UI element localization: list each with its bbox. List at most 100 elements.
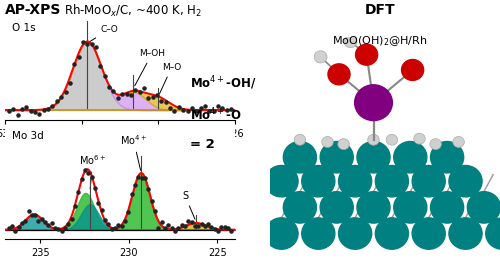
Point (164, 223, 172, 227)
Point (158, 98, 166, 103)
Circle shape (357, 192, 390, 223)
Point (208, 225, 216, 229)
Point (192, 109, 200, 113)
Point (114, 96, 122, 100)
Point (18, 221, 26, 225)
Point (41, 220, 49, 224)
Point (118, 92, 126, 96)
Point (218, 106, 226, 110)
Point (118, 224, 126, 228)
Point (211, 227, 219, 232)
Point (22, 105, 30, 109)
Point (71, 203, 79, 208)
Point (151, 209, 159, 213)
Point (51, 226, 59, 230)
Point (84, 42, 92, 47)
Text: Mo$^{6+}$: Mo$^{6+}$ (80, 153, 106, 189)
Circle shape (430, 192, 464, 223)
Point (210, 109, 218, 113)
Circle shape (394, 192, 427, 223)
Point (194, 224, 202, 228)
Point (74, 190, 82, 194)
Point (148, 95, 156, 99)
Point (11, 229, 19, 233)
Circle shape (314, 51, 327, 63)
Circle shape (294, 134, 306, 145)
Point (5, 109, 13, 113)
Point (161, 226, 169, 230)
Circle shape (430, 142, 464, 173)
Circle shape (414, 133, 425, 144)
Point (138, 176, 145, 180)
Point (184, 109, 192, 113)
Point (26, 109, 34, 113)
Text: Rh-MoO$_x$/C, ~400 K, H$_2$: Rh-MoO$_x$/C, ~400 K, H$_2$ (64, 3, 202, 19)
Point (62, 90, 70, 94)
Circle shape (338, 139, 349, 149)
Point (79, 40, 87, 44)
Point (31, 213, 39, 217)
Circle shape (449, 165, 482, 197)
Circle shape (453, 136, 464, 147)
Point (44, 223, 52, 227)
Point (88, 175, 96, 179)
Point (111, 226, 119, 230)
Text: = 2: = 2 (190, 138, 215, 151)
Point (188, 106, 196, 110)
Circle shape (302, 165, 335, 197)
Point (21, 219, 29, 223)
Point (70, 62, 78, 66)
Point (196, 106, 204, 110)
Circle shape (368, 134, 380, 145)
Circle shape (322, 136, 333, 147)
Circle shape (338, 218, 372, 249)
Point (227, 106, 235, 111)
Point (101, 218, 109, 222)
Point (136, 90, 143, 94)
Point (218, 225, 226, 229)
Text: DFT: DFT (364, 3, 396, 17)
Point (201, 103, 209, 108)
Circle shape (412, 165, 446, 197)
Point (188, 219, 196, 224)
Point (132, 88, 140, 93)
Point (148, 199, 156, 203)
Point (223, 108, 231, 113)
Point (96, 63, 104, 68)
Point (74, 55, 82, 59)
Circle shape (468, 192, 500, 223)
Point (24, 209, 32, 213)
Point (170, 109, 178, 113)
Point (228, 229, 235, 234)
Circle shape (449, 218, 482, 249)
Circle shape (356, 44, 378, 65)
Circle shape (338, 165, 372, 197)
Point (64, 222, 72, 226)
Circle shape (284, 192, 316, 223)
Point (178, 223, 186, 227)
Point (104, 222, 112, 226)
Point (179, 108, 187, 112)
Point (166, 106, 174, 110)
Point (53, 99, 61, 103)
Point (40, 108, 48, 112)
Point (105, 85, 113, 89)
Circle shape (486, 218, 500, 249)
Point (36, 112, 44, 116)
Text: O 1s: O 1s (12, 23, 36, 33)
Point (92, 45, 100, 49)
Point (131, 182, 139, 187)
Circle shape (430, 139, 442, 149)
Circle shape (412, 218, 446, 249)
Text: C–O: C–O (90, 25, 118, 41)
Circle shape (354, 85, 393, 120)
Text: M–OH: M–OH (134, 49, 165, 86)
Circle shape (376, 218, 408, 249)
Point (57, 94, 65, 99)
Point (214, 103, 222, 108)
Point (78, 177, 86, 181)
Point (54, 227, 62, 232)
Point (128, 192, 136, 197)
Point (168, 226, 175, 231)
Circle shape (402, 60, 423, 80)
